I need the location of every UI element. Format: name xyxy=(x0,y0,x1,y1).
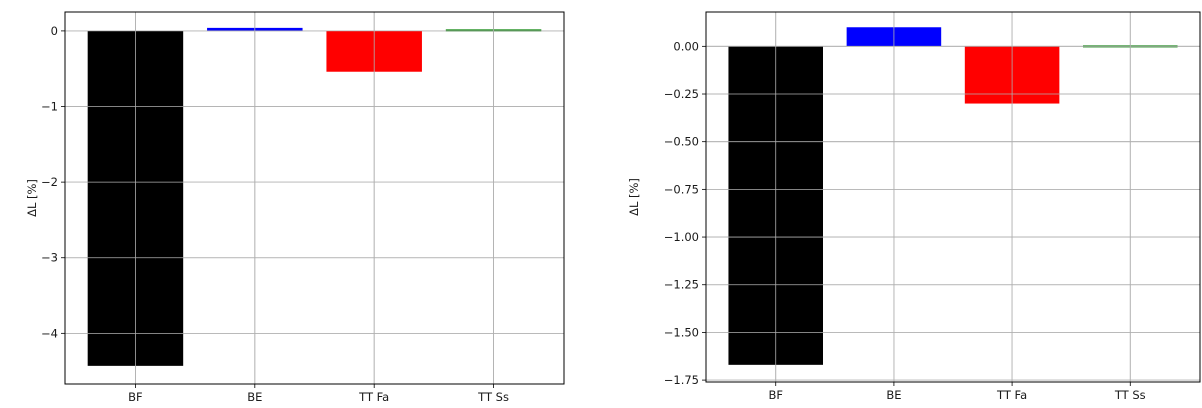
y-tick-label: −1.00 xyxy=(664,230,699,244)
y-tick-label: −1.50 xyxy=(664,325,699,339)
y-tick-label: −0.25 xyxy=(664,87,699,101)
x-tick-label: TT Ss xyxy=(1114,388,1146,402)
y-tick-label: −1 xyxy=(41,100,58,114)
y-tick-label: −4 xyxy=(41,326,58,340)
y-tick-label: −0.50 xyxy=(664,135,699,149)
chart-panel-1: 0 −1 −2 −3 −4 BF BE TT Fa TT Ss ΔL [%] xyxy=(25,11,565,404)
y-tick-label: −1.25 xyxy=(664,278,699,292)
y-tick-label: 0 xyxy=(51,24,58,38)
x-tick-label: BE xyxy=(247,390,262,404)
x-tick-label: TT Fa xyxy=(996,388,1027,402)
x-tick-label: BF xyxy=(768,388,783,402)
y-axis-label: ΔL [%] xyxy=(627,178,641,216)
axes-frame xyxy=(64,11,565,385)
y-axis-label: ΔL [%] xyxy=(25,179,39,217)
axes-frame xyxy=(705,11,1201,383)
y-tick-label: −1.75 xyxy=(664,373,699,387)
y-tick-label: −0.75 xyxy=(664,182,699,196)
x-tick-label: BF xyxy=(128,390,143,404)
y-tick-label: −3 xyxy=(41,251,58,265)
x-tick-label: TT Fa xyxy=(358,390,389,404)
y-tick-label: 0.00 xyxy=(673,39,699,53)
x-tick-label: TT Ss xyxy=(477,390,509,404)
y-tick-label: −2 xyxy=(41,175,58,189)
x-tick-label: BE xyxy=(886,388,901,402)
chart-panel-2: 0.00 −0.25 −0.50 −0.75 −1.00 −1.25 −1.50 −1.75 B… xyxy=(627,11,1201,402)
